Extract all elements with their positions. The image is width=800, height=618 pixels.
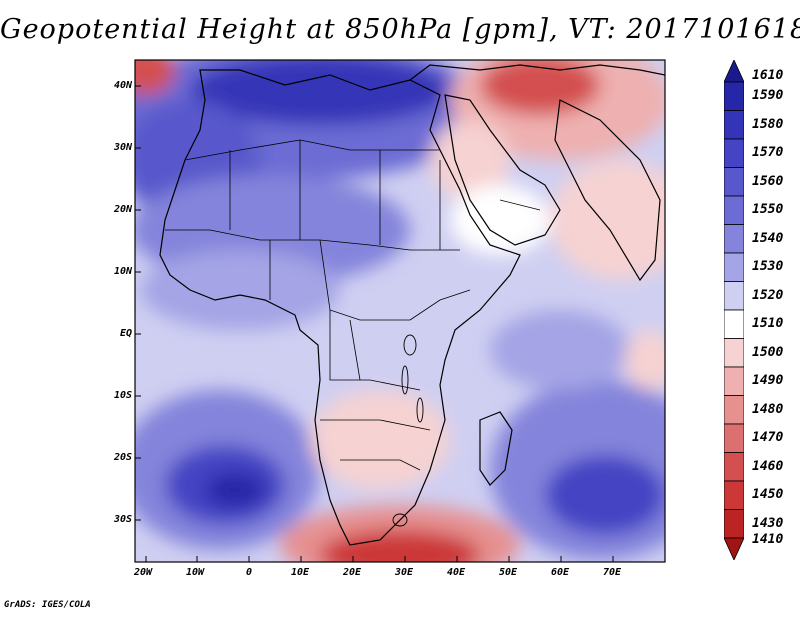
lon-label-40e: 40E <box>447 567 466 578</box>
colorbar-segment <box>724 338 744 368</box>
lon-label-70e: 70E <box>603 567 622 578</box>
colorbar-segment <box>724 509 744 539</box>
lon-label-20e: 20E <box>343 567 362 578</box>
colorbar-label: 1570 <box>752 145 784 161</box>
lat-label-10s: 10S <box>113 390 132 401</box>
credit-text: GrADS: IGES/COLA <box>4 600 91 610</box>
coastlines <box>159 64 665 546</box>
colorbar <box>724 60 744 560</box>
colorbar-segment <box>724 309 744 339</box>
colorbar-segment <box>724 195 744 225</box>
colorbar-segment <box>724 110 744 140</box>
colorbar-label: 1560 <box>752 173 784 189</box>
lat-label-30n: 30N <box>113 142 132 153</box>
colorbar-label: 1460 <box>752 458 784 474</box>
lon-label-20w: 20W <box>134 567 153 578</box>
colorbar-segment <box>724 395 744 425</box>
lon-label-60e: 60E <box>551 567 570 578</box>
lon-label-10w: 10W <box>186 567 205 578</box>
colorbar-label: 1490 <box>752 373 784 389</box>
colorbar-label: 1430 <box>752 515 784 531</box>
colorbar-label: 1480 <box>752 401 784 417</box>
colorbar-label: 1510 <box>752 316 784 332</box>
colorbar-label: 1580 <box>752 116 784 132</box>
colorbar-label: 1500 <box>752 344 784 360</box>
colorbar-label: 1450 <box>752 487 784 503</box>
colorbar-segment <box>724 224 744 254</box>
colorbar-label: 1610 <box>752 68 784 83</box>
lon-label-10e: 10E <box>291 567 310 578</box>
colorbar-label: 1540 <box>752 230 784 246</box>
lakes <box>392 334 424 527</box>
colorbar-segment <box>724 480 744 510</box>
colorbar-label: 1590 <box>752 88 784 104</box>
colorbar-segment <box>724 281 744 311</box>
colorbar-segment <box>724 81 744 111</box>
colorbar-segment <box>724 366 744 396</box>
lon-label-30e: 30E <box>395 567 414 578</box>
lat-label-10n: 10N <box>113 266 132 277</box>
lat-label-30s: 30S <box>113 514 132 525</box>
height-field <box>135 60 665 562</box>
lat-label-40n: 40N <box>113 80 132 91</box>
colorbar-segment <box>724 452 744 482</box>
colorbar-label: 1550 <box>752 202 784 218</box>
colorbar-segment <box>724 252 744 282</box>
axis-ticks <box>135 85 614 562</box>
country-borders <box>165 139 541 471</box>
colorbar-segment <box>724 423 744 453</box>
lat-label-20n: 20N <box>113 204 132 215</box>
chart-title: Geopotential Height at 850hPa [gpm], VT:… <box>0 14 800 45</box>
colorbar-label: 1520 <box>752 287 784 303</box>
lat-label-eq: EQ <box>119 328 132 339</box>
colorbar-label: 1530 <box>752 259 784 275</box>
colorbar-label: 1410 <box>752 532 784 547</box>
colorbar-label: 1470 <box>752 430 784 446</box>
colorbar-segment <box>724 537 744 560</box>
colorbar-segment <box>724 138 744 168</box>
lon-label-0: 0 <box>246 567 253 578</box>
lon-label-50e: 50E <box>499 567 518 578</box>
lat-label-20s: 20S <box>113 452 132 463</box>
plot-frame <box>134 59 666 563</box>
colorbar-segment <box>724 167 744 197</box>
colorbar-segment <box>724 60 744 83</box>
